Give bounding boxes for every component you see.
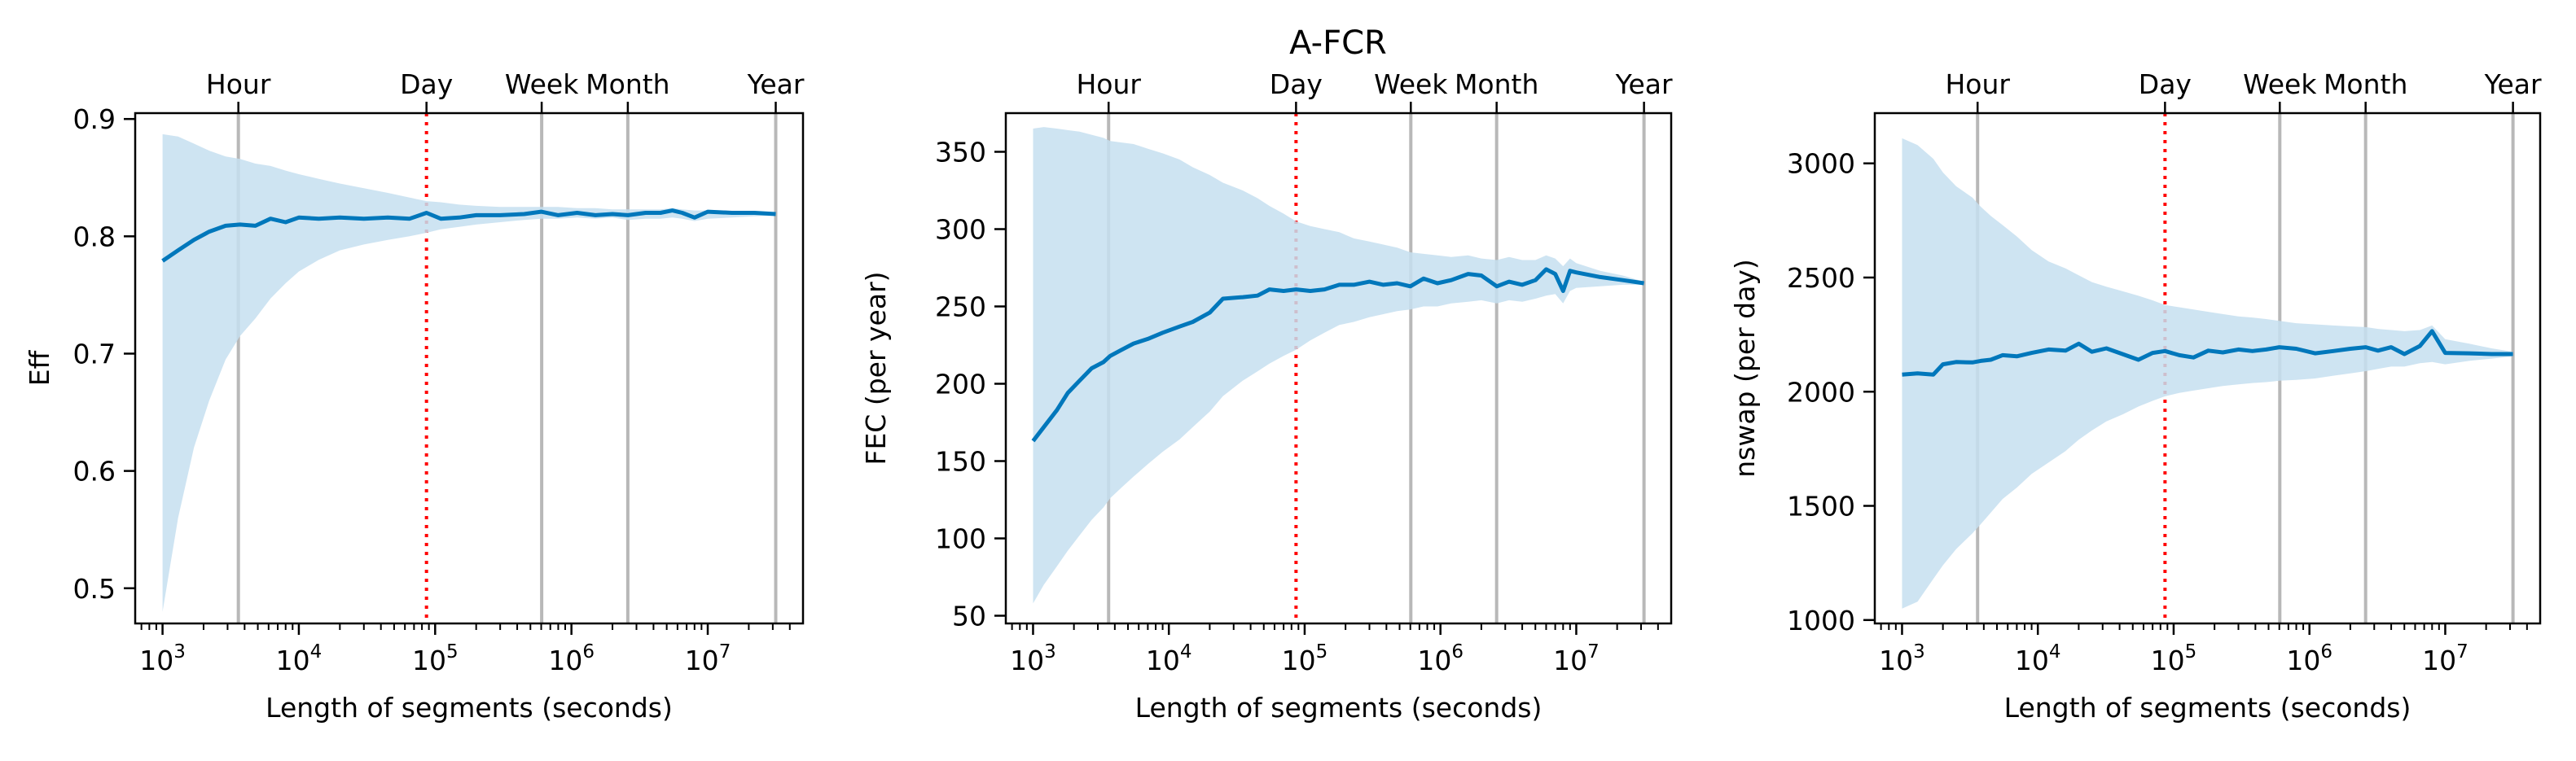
y-tick-label: 0.7 bbox=[73, 338, 116, 370]
top-tick-label-week: Week bbox=[2243, 68, 2317, 100]
top-tick-label-year: Year bbox=[2484, 68, 2542, 100]
y-tick-label: 100 bbox=[935, 523, 986, 555]
y-tick-label: 200 bbox=[935, 369, 986, 400]
y-tick-label: 1000 bbox=[1787, 605, 1855, 636]
y-tick-label: 150 bbox=[935, 446, 986, 478]
x-tick-label: 106 bbox=[2286, 641, 2332, 676]
plot-frame bbox=[1873, 112, 2542, 625]
x-tick-label: 103 bbox=[139, 641, 186, 676]
y-tick-label: 0.8 bbox=[73, 221, 116, 252]
top-tick-label-week: Week bbox=[505, 68, 579, 100]
top-tick-label-month: Month bbox=[586, 68, 669, 100]
x-tick-label: 103 bbox=[1879, 641, 1925, 676]
x-axis-label: Length of segments (seconds) bbox=[265, 692, 673, 724]
mean-line bbox=[1031, 267, 1644, 443]
figure-title: A-FCR bbox=[1289, 24, 1387, 62]
x-tick-label: 104 bbox=[1146, 641, 1192, 676]
mean-line bbox=[161, 208, 776, 263]
y-axis-label: nswap (per day) bbox=[1729, 259, 1761, 478]
top-tick-label-year: Year bbox=[1615, 68, 1673, 100]
x-tick-label: 105 bbox=[2151, 641, 2197, 676]
x-tick-label: 107 bbox=[1553, 641, 1600, 676]
top-tick-label-hour: Hour bbox=[1945, 68, 2010, 100]
subplot-3: 103 104 105 106 107 Hour Day Week Month Year 1000 1… bbox=[1729, 68, 2542, 724]
x-tick-label: 103 bbox=[1010, 641, 1056, 676]
y-axis-label: Eff bbox=[24, 349, 55, 386]
top-tick-label-year: Year bbox=[747, 68, 805, 100]
x-tick-label: 105 bbox=[1282, 641, 1328, 676]
top-tick-label-hour: Hour bbox=[206, 68, 271, 100]
x-tick-label: 106 bbox=[1417, 641, 1464, 676]
plot-frame bbox=[1004, 112, 1673, 625]
top-tick-label-day: Day bbox=[1270, 68, 1323, 100]
x-tick-label: 104 bbox=[276, 641, 323, 676]
top-tick-label-month: Month bbox=[2324, 68, 2407, 100]
x-tick-label: 105 bbox=[412, 641, 459, 676]
y-tick-label: 250 bbox=[935, 291, 986, 323]
top-tick-label-week: Week bbox=[1374, 68, 1448, 100]
x-tick-label: 104 bbox=[2015, 641, 2061, 676]
y-tick-label: 1500 bbox=[1787, 491, 1855, 523]
top-tick-label-day: Day bbox=[2139, 68, 2192, 100]
mean-line bbox=[1902, 329, 2513, 377]
top-tick-label-hour: Hour bbox=[1076, 68, 1141, 100]
y-tick-label: 350 bbox=[935, 137, 986, 168]
y-tick-label: 2500 bbox=[1787, 262, 1855, 294]
x-tick-label: 106 bbox=[548, 641, 595, 676]
y-tick-label: 0.9 bbox=[73, 103, 116, 135]
x-axis-label: Length of segments (seconds) bbox=[1135, 692, 1543, 724]
top-tick-label-day: Day bbox=[400, 68, 453, 100]
x-axis-label: Length of segments (seconds) bbox=[2004, 692, 2411, 724]
y-tick-label: 3000 bbox=[1787, 148, 1855, 180]
y-tick-label: 0.5 bbox=[73, 573, 116, 605]
x-tick-label: 107 bbox=[685, 641, 731, 676]
y-tick-label: 50 bbox=[952, 601, 986, 632]
subplot-1: 103 104 105 106 107 Hour Day Week Month Year 0.5 0.… bbox=[24, 68, 805, 724]
confidence-band bbox=[1902, 138, 2513, 609]
confidence-band bbox=[1033, 127, 1644, 604]
subplot-2: 103 104 105 106 107 Hour Day Week Month Year 50 100… bbox=[860, 68, 1673, 724]
y-tick-label: 300 bbox=[935, 214, 986, 246]
y-tick-label: 2000 bbox=[1787, 376, 1855, 408]
x-tick-label: 107 bbox=[2422, 641, 2468, 676]
y-axis-label: FEC (per year) bbox=[860, 271, 892, 465]
confidence-band bbox=[162, 133, 776, 612]
y-tick-label: 0.6 bbox=[73, 456, 116, 488]
plot-frame bbox=[134, 112, 805, 625]
top-tick-label-month: Month bbox=[1455, 68, 1538, 100]
